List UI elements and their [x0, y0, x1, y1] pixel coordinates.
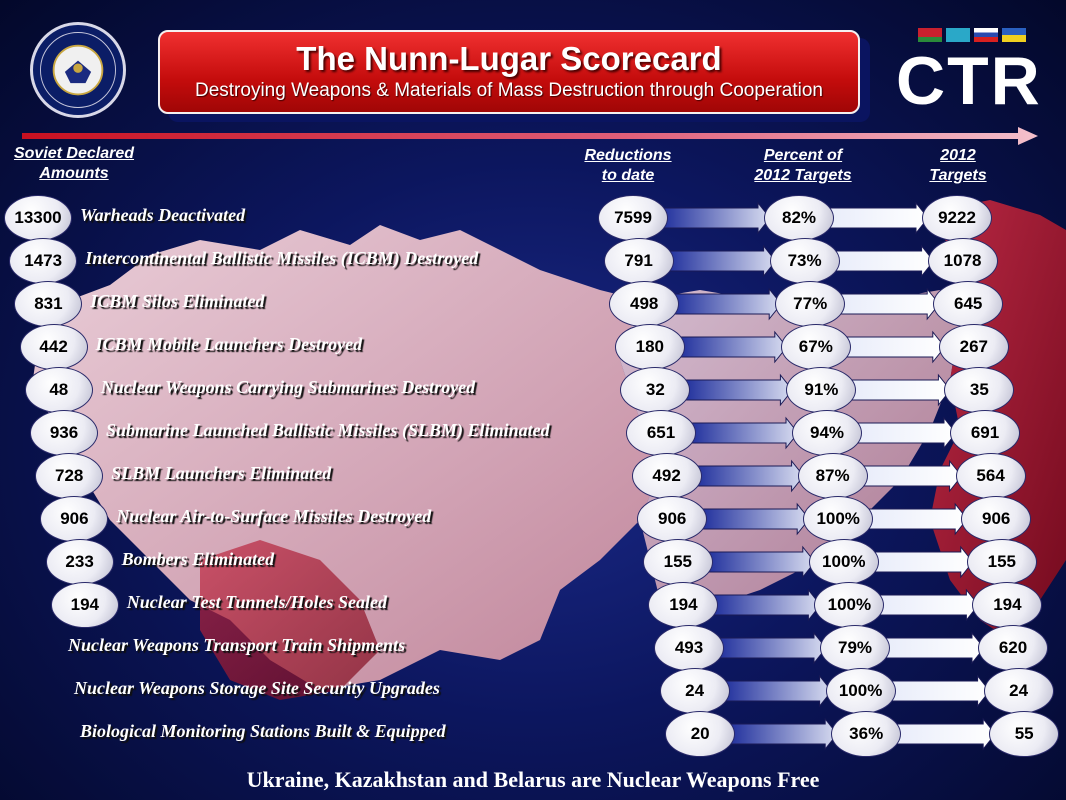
reductions-value: 498: [609, 281, 680, 327]
row-label: Nuclear Weapons Carrying Submarines Dest…: [100, 377, 476, 397]
row-label: Submarine Launched Ballistic Missiles (S…: [106, 420, 550, 440]
row-label: Nuclear Weapons Transport Train Shipment…: [68, 635, 406, 655]
target-value: 194: [972, 582, 1043, 628]
row-label: ICBM Silos Eliminated: [90, 291, 265, 311]
header-targets-line2: Targets: [929, 167, 987, 184]
reductions-value: 155: [642, 539, 713, 585]
map-south-region: [200, 540, 380, 700]
target-value: 9222: [922, 195, 992, 241]
percent-value: 36%: [831, 711, 902, 757]
target-value: 1078: [927, 238, 998, 284]
row-label: SLBM Launchers Eliminated: [111, 463, 332, 483]
row-label: Nuclear Test Tunnels/Holes Sealed: [126, 592, 387, 612]
reductions-value: 906: [637, 496, 708, 542]
row-label: Nuclear Air-to-Surface Missiles Destroye…: [116, 506, 432, 526]
soviet-declared-value: 906: [40, 496, 109, 542]
percent-value: 100%: [814, 582, 885, 628]
reductions-value: 24: [659, 668, 730, 714]
soviet-declared-value: 442: [19, 324, 88, 370]
reductions-value: 493: [654, 625, 724, 671]
russia-flag-icon: [974, 28, 998, 42]
reductions-value: 20: [665, 711, 736, 757]
header-arrow: [22, 127, 1038, 145]
header-soviet-line1: Soviet Declared: [13, 145, 135, 162]
percent-value: 73%: [769, 238, 840, 284]
percent-value: 91%: [786, 367, 857, 413]
soviet-declared-value: 13300: [4, 195, 72, 241]
row-label: ICBM Mobile Launchers Destroyed: [95, 334, 363, 354]
target-value: 564: [955, 453, 1026, 499]
target-value: 620: [978, 625, 1048, 671]
soviet-declared-value: 1473: [9, 238, 78, 284]
header-soviet-line2: Amounts: [39, 165, 109, 182]
header-soviet-declared: Soviet Declared Amounts: [2, 144, 146, 184]
row-label: Nuclear Weapons Storage Site Security Up…: [74, 678, 440, 698]
reductions-value: 32: [620, 367, 691, 413]
reductions-value: 492: [631, 453, 702, 499]
target-value: 691: [950, 410, 1020, 456]
header-targets-line1: 2012: [940, 147, 976, 164]
percent-value: 87%: [797, 453, 868, 499]
kazakhstan-flag-icon: [946, 28, 970, 42]
reductions-value: 791: [603, 238, 674, 284]
dod-seal-logo: [30, 22, 126, 118]
target-value: 645: [933, 281, 1004, 327]
header-percent-line2: 2012 Targets: [754, 167, 852, 184]
target-value: 24: [983, 668, 1054, 714]
reductions-value: 7599: [598, 195, 668, 241]
soviet-declared-value: 48: [24, 367, 93, 413]
soviet-declared-value: 233: [45, 539, 114, 585]
percent-value: 100%: [808, 539, 879, 585]
percent-value: 79%: [820, 625, 890, 671]
percent-value: 77%: [775, 281, 846, 327]
title-banner: The Nunn-Lugar Scorecard Destroying Weap…: [158, 30, 860, 114]
percent-value: 67%: [780, 324, 851, 370]
soviet-declared-value: 831: [14, 281, 83, 327]
ctr-logo: CTR: [896, 28, 1046, 119]
header-percent: Percent of 2012 Targets: [738, 146, 868, 186]
map-west-region: [30, 225, 660, 690]
percent-value: 82%: [764, 195, 834, 241]
target-value: 55: [989, 711, 1060, 757]
ukraine-flag-icon: [1002, 28, 1026, 42]
soviet-declared-value: 728: [35, 453, 104, 499]
target-value: 35: [944, 367, 1015, 413]
belarus-flag-icon: [918, 28, 942, 42]
page-subtitle: Destroying Weapons & Materials of Mass D…: [194, 80, 823, 101]
reductions-value: 194: [648, 582, 719, 628]
row-label: Warheads Deactivated: [80, 205, 246, 225]
percent-value: 100%: [825, 668, 896, 714]
row-label: Biological Monitoring Stations Built & E…: [80, 721, 446, 741]
header-reductions: Reductions to date: [568, 146, 688, 186]
percent-value: 100%: [803, 496, 874, 542]
soviet-declared-value: 936: [30, 410, 98, 456]
soviet-declared-value: 194: [50, 582, 119, 628]
page-title: The Nunn-Lugar Scorecard: [296, 40, 722, 77]
percent-value: 94%: [792, 410, 862, 456]
reductions-value: 180: [614, 324, 685, 370]
header-reductions-line1: Reductions: [584, 147, 672, 164]
row-label: Intercontinental Ballistic Missiles (ICB…: [85, 248, 479, 268]
header-targets: 2012 Targets: [908, 146, 1008, 186]
header-percent-line1: Percent of: [763, 147, 843, 164]
target-value: 155: [966, 539, 1037, 585]
row-label: Bombers Eliminated: [121, 549, 275, 569]
footer-note: Ukraine, Kazakhstan and Belarus are Nucl…: [246, 767, 820, 792]
target-value: 906: [961, 496, 1032, 542]
reductions-value: 651: [626, 410, 696, 456]
target-value: 267: [938, 324, 1009, 370]
ctr-logo-text: CTR: [896, 43, 1042, 119]
header-reductions-line2: to date: [601, 167, 655, 184]
